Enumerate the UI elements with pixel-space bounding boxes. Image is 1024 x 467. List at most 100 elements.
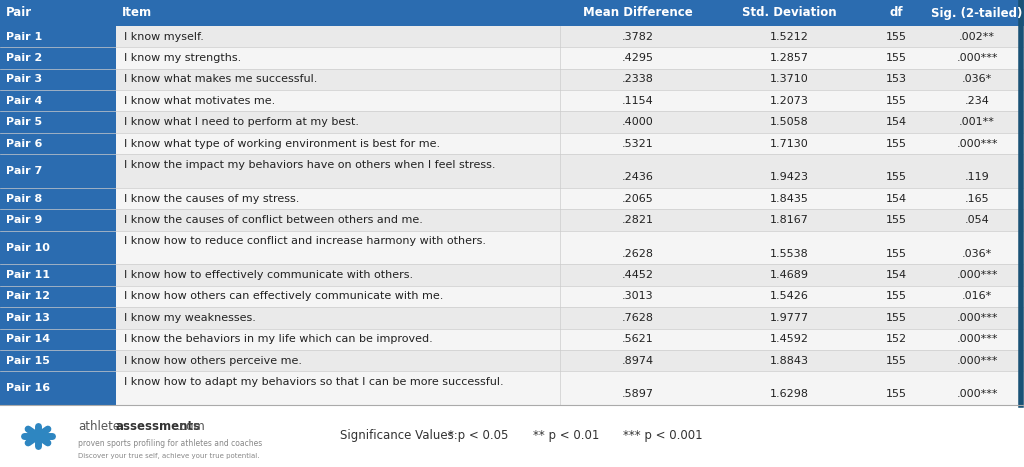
Bar <box>0 0 1024 26</box>
Text: .000***: .000*** <box>956 334 997 344</box>
Bar <box>116 112 560 133</box>
Bar <box>716 307 862 328</box>
Bar <box>0 47 116 69</box>
Text: I know what I need to perform at my best.: I know what I need to perform at my best… <box>124 117 359 127</box>
Text: 1.8167: 1.8167 <box>770 215 808 225</box>
Text: I know my weaknesses.: I know my weaknesses. <box>124 313 256 323</box>
Text: 155: 155 <box>886 96 906 106</box>
Bar <box>560 69 716 90</box>
Text: Pair 12: Pair 12 <box>6 291 50 302</box>
Bar <box>716 350 862 371</box>
Bar <box>0 350 116 371</box>
Text: .000***: .000*** <box>956 270 997 280</box>
Bar <box>716 26 862 47</box>
Bar <box>862 47 930 69</box>
Text: 155: 155 <box>886 139 906 149</box>
Text: Pair 1: Pair 1 <box>6 32 42 42</box>
Bar <box>116 188 560 209</box>
Text: 1.5538: 1.5538 <box>770 249 808 259</box>
Text: 155: 155 <box>886 53 906 63</box>
Bar <box>716 231 862 264</box>
Text: 155: 155 <box>886 172 906 182</box>
Text: Significance Values:: Significance Values: <box>340 430 458 443</box>
Bar <box>862 231 930 264</box>
Bar <box>560 112 716 133</box>
Text: I know what makes me successful.: I know what makes me successful. <box>124 74 317 85</box>
Text: * p < 0.05: * p < 0.05 <box>449 430 508 443</box>
Text: .8974: .8974 <box>622 355 654 366</box>
Text: Pair 6: Pair 6 <box>6 139 42 149</box>
Bar <box>560 264 716 286</box>
Bar <box>930 209 1024 231</box>
Text: .4000: .4000 <box>623 117 654 127</box>
Text: 155: 155 <box>886 215 906 225</box>
Text: Pair 8: Pair 8 <box>6 194 42 204</box>
Bar <box>560 350 716 371</box>
Text: 1.3710: 1.3710 <box>770 74 808 85</box>
Text: Pair 13: Pair 13 <box>6 313 50 323</box>
Bar <box>930 154 1024 188</box>
Text: I know the causes of conflict between others and me.: I know the causes of conflict between ot… <box>124 215 423 225</box>
Text: I know how to reduce conflict and increase harmony with others.: I know how to reduce conflict and increa… <box>124 236 486 247</box>
Bar <box>0 112 116 133</box>
Bar <box>116 286 560 307</box>
Text: Pair 15: Pair 15 <box>6 355 50 366</box>
Bar <box>862 112 930 133</box>
Text: .5897: .5897 <box>622 389 654 399</box>
Bar <box>560 26 716 47</box>
Bar <box>930 133 1024 154</box>
Text: 1.5426: 1.5426 <box>770 291 808 302</box>
Text: I know the impact my behaviors have on others when I feel stress.: I know the impact my behaviors have on o… <box>124 160 496 170</box>
Text: Sig. (2-tailed): Sig. (2-tailed) <box>931 7 1023 20</box>
Text: df: df <box>889 7 903 20</box>
Bar <box>930 350 1024 371</box>
Bar <box>116 350 560 371</box>
Text: Item: Item <box>122 7 153 20</box>
Text: Std. Deviation: Std. Deviation <box>741 7 837 20</box>
Bar <box>862 154 930 188</box>
Bar <box>930 112 1024 133</box>
Bar <box>0 371 116 405</box>
Text: 153: 153 <box>886 74 906 85</box>
Text: Pair 11: Pair 11 <box>6 270 50 280</box>
Bar <box>116 90 560 112</box>
Text: .234: .234 <box>965 96 989 106</box>
Text: 155: 155 <box>886 32 906 42</box>
Bar <box>0 209 116 231</box>
Bar <box>716 133 862 154</box>
Bar <box>560 286 716 307</box>
Text: .119: .119 <box>965 172 989 182</box>
Bar <box>862 371 930 405</box>
Bar <box>0 154 116 188</box>
Text: 1.7130: 1.7130 <box>770 139 808 149</box>
Text: .1154: .1154 <box>623 96 654 106</box>
Bar <box>862 90 930 112</box>
Bar <box>0 286 116 307</box>
Text: 1.5058: 1.5058 <box>770 117 808 127</box>
Text: .2628: .2628 <box>622 249 654 259</box>
Text: ** p < 0.01: ** p < 0.01 <box>534 430 599 443</box>
Bar <box>716 328 862 350</box>
Text: 155: 155 <box>886 355 906 366</box>
Text: Pair: Pair <box>6 7 32 20</box>
Bar <box>862 350 930 371</box>
Text: .000***: .000*** <box>956 139 997 149</box>
Text: 155: 155 <box>886 313 906 323</box>
Bar <box>0 133 116 154</box>
Text: 155: 155 <box>886 291 906 302</box>
Text: 1.4689: 1.4689 <box>769 270 809 280</box>
Bar <box>716 47 862 69</box>
Bar <box>560 154 716 188</box>
Text: 1.5212: 1.5212 <box>770 32 808 42</box>
Text: 1.8435: 1.8435 <box>770 194 808 204</box>
Text: .036*: .036* <box>962 74 992 85</box>
Text: 154: 154 <box>886 194 906 204</box>
Bar <box>116 26 560 47</box>
Bar <box>716 69 862 90</box>
Text: assessments: assessments <box>116 420 201 433</box>
Text: 1.8843: 1.8843 <box>769 355 809 366</box>
Bar <box>716 286 862 307</box>
Text: 152: 152 <box>886 334 906 344</box>
Text: 1.6298: 1.6298 <box>769 389 809 399</box>
Bar <box>862 209 930 231</box>
